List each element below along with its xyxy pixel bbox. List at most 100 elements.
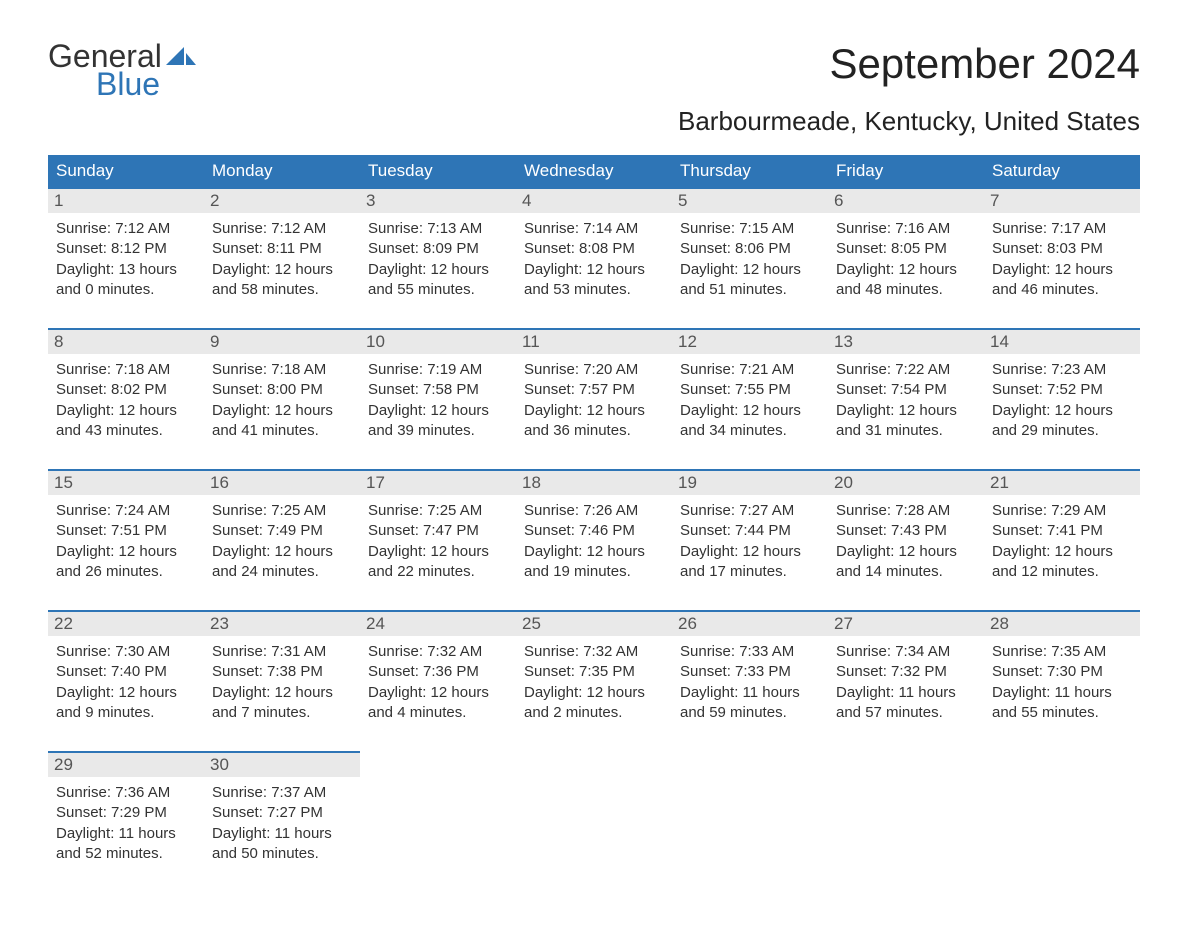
sunrise-line: Sunrise: 7:32 AM: [368, 642, 508, 662]
sunrise-line: Sunrise: 7:29 AM: [992, 501, 1132, 521]
day-header: Sunday: [48, 155, 204, 187]
daylight-line-2: and 59 minutes.: [680, 703, 820, 723]
day-info: Sunrise: 7:34 AMSunset: 7:32 PMDaylight:…: [828, 636, 984, 723]
sunrise-line: Sunrise: 7:28 AM: [836, 501, 976, 521]
calendar-day-cell: 21Sunrise: 7:29 AMSunset: 7:41 PMDayligh…: [984, 469, 1140, 610]
sunrise-line: Sunrise: 7:34 AM: [836, 642, 976, 662]
day-top-border: 20: [828, 469, 984, 495]
daylight-line-2: and 26 minutes.: [56, 562, 196, 582]
calendar-day-cell: 24Sunrise: 7:32 AMSunset: 7:36 PMDayligh…: [360, 610, 516, 751]
sunrise-line: Sunrise: 7:21 AM: [680, 360, 820, 380]
daylight-line-2: and 55 minutes.: [368, 280, 508, 300]
sunset-line: Sunset: 8:03 PM: [992, 239, 1132, 259]
sunset-line: Sunset: 7:27 PM: [212, 803, 352, 823]
calendar-week-row: 15Sunrise: 7:24 AMSunset: 7:51 PMDayligh…: [48, 469, 1140, 610]
calendar-body: 1Sunrise: 7:12 AMSunset: 8:12 PMDaylight…: [48, 187, 1140, 892]
day-top-border: 18: [516, 469, 672, 495]
daylight-line-2: and 14 minutes.: [836, 562, 976, 582]
calendar-day-cell: 15Sunrise: 7:24 AMSunset: 7:51 PMDayligh…: [48, 469, 204, 610]
calendar-day-cell: 10Sunrise: 7:19 AMSunset: 7:58 PMDayligh…: [360, 328, 516, 469]
daylight-line-1: Daylight: 12 hours: [56, 542, 196, 562]
sunset-line: Sunset: 7:41 PM: [992, 521, 1132, 541]
day-top-border: 8: [48, 328, 204, 354]
daylight-line-1: Daylight: 11 hours: [680, 683, 820, 703]
day-top-border: 24: [360, 610, 516, 636]
calendar-week-row: 22Sunrise: 7:30 AMSunset: 7:40 PMDayligh…: [48, 610, 1140, 751]
sunset-line: Sunset: 8:09 PM: [368, 239, 508, 259]
sunrise-line: Sunrise: 7:36 AM: [56, 783, 196, 803]
daylight-line-2: and 36 minutes.: [524, 421, 664, 441]
date-number: 4: [516, 189, 672, 213]
sunset-line: Sunset: 7:29 PM: [56, 803, 196, 823]
date-number: 3: [360, 189, 516, 213]
location-subtitle: Barbourmeade, Kentucky, United States: [48, 106, 1140, 137]
daylight-line-2: and 50 minutes.: [212, 844, 352, 864]
sunset-line: Sunset: 7:51 PM: [56, 521, 196, 541]
calendar-day-cell: 14Sunrise: 7:23 AMSunset: 7:52 PMDayligh…: [984, 328, 1140, 469]
calendar-day-cell: [984, 751, 1140, 892]
daylight-line-2: and 29 minutes.: [992, 421, 1132, 441]
date-number: 20: [828, 471, 984, 495]
date-number: 15: [48, 471, 204, 495]
date-number: 25: [516, 612, 672, 636]
sunset-line: Sunset: 8:11 PM: [212, 239, 352, 259]
date-number: 28: [984, 612, 1140, 636]
daylight-line-2: and 4 minutes.: [368, 703, 508, 723]
day-info: Sunrise: 7:16 AMSunset: 8:05 PMDaylight:…: [828, 213, 984, 300]
daylight-line-1: Daylight: 12 hours: [524, 683, 664, 703]
daylight-line-1: Daylight: 12 hours: [212, 683, 352, 703]
daylight-line-2: and 22 minutes.: [368, 562, 508, 582]
sunset-line: Sunset: 7:32 PM: [836, 662, 976, 682]
daylight-line-2: and 24 minutes.: [212, 562, 352, 582]
day-top-border: 5: [672, 187, 828, 213]
calendar-day-cell: 27Sunrise: 7:34 AMSunset: 7:32 PMDayligh…: [828, 610, 984, 751]
date-number: 22: [48, 612, 204, 636]
day-top-border: 11: [516, 328, 672, 354]
daylight-line-2: and 9 minutes.: [56, 703, 196, 723]
calendar-day-cell: 17Sunrise: 7:25 AMSunset: 7:47 PMDayligh…: [360, 469, 516, 610]
day-info: Sunrise: 7:32 AMSunset: 7:36 PMDaylight:…: [360, 636, 516, 723]
daylight-line-2: and 48 minutes.: [836, 280, 976, 300]
day-header: Thursday: [672, 155, 828, 187]
sunrise-line: Sunrise: 7:16 AM: [836, 219, 976, 239]
calendar-day-cell: 4Sunrise: 7:14 AMSunset: 8:08 PMDaylight…: [516, 187, 672, 328]
daylight-line-1: Daylight: 11 hours: [836, 683, 976, 703]
daylight-line-2: and 7 minutes.: [212, 703, 352, 723]
calendar-day-cell: 11Sunrise: 7:20 AMSunset: 7:57 PMDayligh…: [516, 328, 672, 469]
sunset-line: Sunset: 8:00 PM: [212, 380, 352, 400]
day-info: Sunrise: 7:32 AMSunset: 7:35 PMDaylight:…: [516, 636, 672, 723]
sunset-line: Sunset: 7:43 PM: [836, 521, 976, 541]
date-number: 8: [48, 330, 204, 354]
daylight-line-1: Daylight: 11 hours: [56, 824, 196, 844]
sunrise-line: Sunrise: 7:30 AM: [56, 642, 196, 662]
date-number: 13: [828, 330, 984, 354]
daylight-line-1: Daylight: 12 hours: [836, 542, 976, 562]
date-number: 24: [360, 612, 516, 636]
daylight-line-2: and 51 minutes.: [680, 280, 820, 300]
day-info: Sunrise: 7:35 AMSunset: 7:30 PMDaylight:…: [984, 636, 1140, 723]
calendar-day-cell: 8Sunrise: 7:18 AMSunset: 8:02 PMDaylight…: [48, 328, 204, 469]
daylight-line-1: Daylight: 12 hours: [212, 260, 352, 280]
sunset-line: Sunset: 7:40 PM: [56, 662, 196, 682]
sunset-line: Sunset: 7:44 PM: [680, 521, 820, 541]
calendar-day-cell: 23Sunrise: 7:31 AMSunset: 7:38 PMDayligh…: [204, 610, 360, 751]
day-info: Sunrise: 7:37 AMSunset: 7:27 PMDaylight:…: [204, 777, 360, 864]
date-number: 10: [360, 330, 516, 354]
daylight-line-1: Daylight: 12 hours: [56, 683, 196, 703]
day-top-border: 14: [984, 328, 1140, 354]
date-number: 9: [204, 330, 360, 354]
daylight-line-2: and 46 minutes.: [992, 280, 1132, 300]
daylight-line-2: and 17 minutes.: [680, 562, 820, 582]
sunrise-line: Sunrise: 7:22 AM: [836, 360, 976, 380]
sunrise-line: Sunrise: 7:12 AM: [212, 219, 352, 239]
day-top-border: 29: [48, 751, 204, 777]
day-info: Sunrise: 7:15 AMSunset: 8:06 PMDaylight:…: [672, 213, 828, 300]
date-number: 1: [48, 189, 204, 213]
calendar-day-cell: 29 Sunrise: 7:36 AMSunset: 7:29 PMDayligh…: [48, 751, 204, 892]
sunrise-line: Sunrise: 7:25 AM: [368, 501, 508, 521]
daylight-line-1: Daylight: 12 hours: [56, 401, 196, 421]
sunrise-line: Sunrise: 7:26 AM: [524, 501, 664, 521]
calendar-day-cell: 13Sunrise: 7:22 AMSunset: 7:54 PMDayligh…: [828, 328, 984, 469]
day-info: Sunrise: 7:12 AMSunset: 8:12 PMDaylight:…: [48, 213, 204, 300]
day-info: Sunrise: 7:18 AMSunset: 8:02 PMDaylight:…: [48, 354, 204, 441]
